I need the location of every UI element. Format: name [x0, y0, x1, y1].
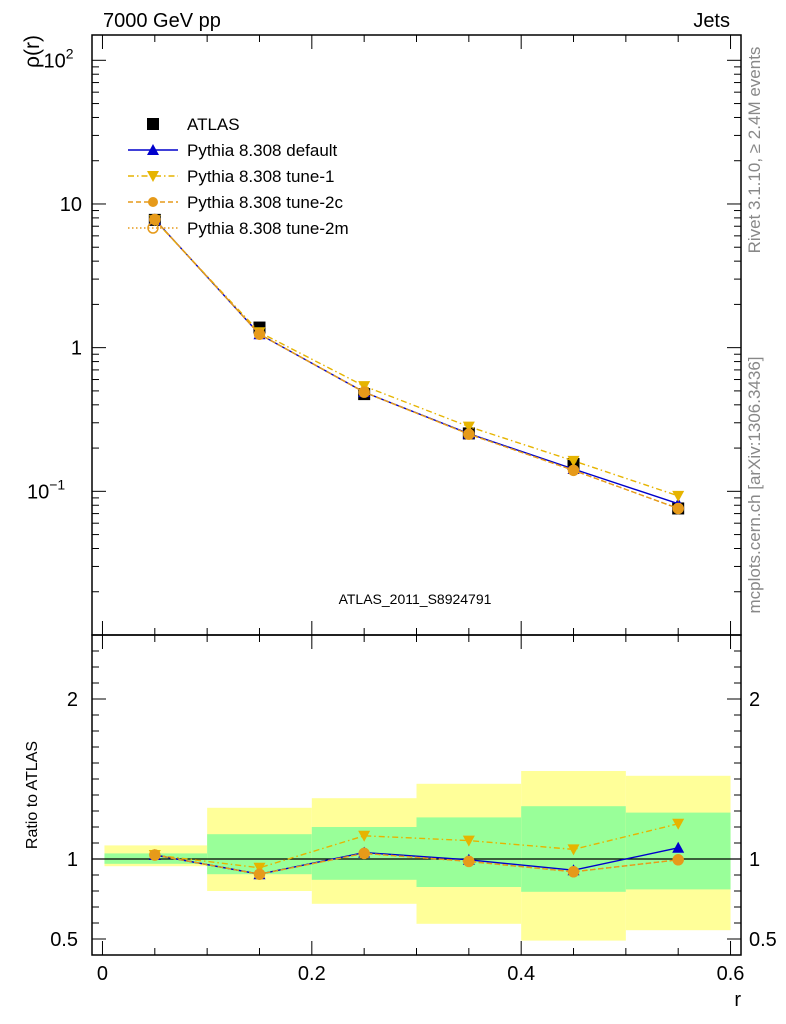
legend-marker — [147, 118, 159, 130]
data-point — [149, 213, 161, 226]
plot-title-left: 7000 GeV pp — [103, 10, 221, 32]
ratio-y-tick-label-right: 2 — [749, 689, 760, 711]
series-pythia-8-308-tune-2c — [149, 214, 684, 514]
data-point — [673, 503, 684, 514]
main-axis-ticks: 10−1 1 10 102 — [27, 35, 741, 636]
series-pythia-8-308-default — [148, 213, 685, 509]
legend-label: Pythia 8.308 tune-2m — [187, 219, 349, 238]
plot-title-right: Jets — [693, 10, 730, 32]
data-point — [672, 502, 684, 515]
series-line — [154, 219, 679, 510]
data-point — [253, 328, 266, 340]
legend-label: Pythia 8.308 default — [187, 141, 338, 160]
rivet-version-label: Rivet 3.1.10, ≥ 2.4M events — [745, 47, 764, 254]
data-point — [254, 329, 265, 340]
main-series-layer — [148, 213, 685, 515]
mcplots-reference-label: mcplots.cern.ch [arXiv:1306.3436] — [745, 356, 764, 613]
ratio-series-line — [154, 852, 679, 875]
data-point — [567, 464, 580, 477]
ratio-series-pythia-8-308-tune-2m — [149, 847, 684, 880]
legend-marker — [148, 197, 158, 207]
x-tick-label: 0.6 — [717, 963, 745, 985]
legend-item: Pythia 8.308 tune-2c — [128, 193, 343, 212]
uncertainty-band-inner — [416, 817, 522, 887]
ratio-y-tick-label-right: 0.5 — [749, 929, 777, 951]
ratio-data-point — [567, 866, 580, 878]
series-line — [154, 219, 679, 510]
ratio-data-point — [254, 869, 265, 880]
y-tick-label: 1 — [71, 338, 82, 360]
ratio-data-point — [358, 830, 371, 842]
legend-item: Pythia 8.308 tune-2m — [128, 219, 349, 238]
ratio-data-point — [672, 854, 684, 866]
data-point — [358, 386, 370, 398]
legend-item: ATLAS — [147, 115, 240, 134]
ratio-data-point — [672, 818, 685, 830]
legend-marker — [147, 171, 159, 182]
legend-label: ATLAS — [187, 115, 240, 134]
data-point — [672, 490, 685, 502]
ratio-data-point — [149, 849, 161, 861]
y-tick-label: 10 — [60, 194, 82, 216]
data-point — [463, 428, 475, 440]
ratio-data-point — [672, 841, 685, 853]
legend-item: Pythia 8.308 default — [128, 141, 338, 160]
ratio-data-point — [462, 835, 475, 847]
analysis-watermark: ATLAS_2011_S8924791 — [339, 591, 492, 607]
series-pythia-8-308-tune-1 — [148, 215, 685, 502]
x-axis-label: r — [734, 989, 741, 1011]
main-panel: 10−1 1 10 102 ATLAS_2011_S8924791 — [27, 34, 742, 636]
ratio-series-pythia-8-308-tune-1 — [148, 818, 685, 874]
x-tick-label: 0.2 — [298, 963, 326, 985]
ratio-axis-ticks: 0.5 0.5 1 1 2 2 0 0.2 0.4 0.6 — [50, 635, 777, 985]
ratio-y-tick-label: 0.5 — [50, 929, 78, 951]
data-point — [463, 429, 474, 440]
legend-marker — [147, 222, 159, 234]
ratio-y-axis-label: Ratio to ATLAS — [24, 741, 41, 849]
data-point — [359, 387, 370, 398]
data-point — [462, 421, 475, 433]
ratio-y-tick-label: 2 — [67, 689, 78, 711]
data-point — [567, 455, 580, 467]
legend-label: Pythia 8.308 tune-1 — [187, 167, 334, 186]
legend-item: Pythia 8.308 tune-1 — [128, 167, 334, 186]
x-tick-label: 0.4 — [507, 963, 535, 985]
legend-label: Pythia 8.308 tune-2c — [187, 193, 343, 212]
ratio-data-point — [568, 866, 579, 877]
ratio-data-point — [463, 856, 474, 867]
data-point — [568, 465, 579, 476]
y-tick-label: 102 — [44, 45, 74, 72]
ratio-data-point — [253, 862, 266, 874]
ratio-data-point — [567, 844, 580, 856]
ratio-y-tick-label-right: 1 — [749, 849, 760, 871]
series-line — [154, 219, 679, 497]
ratio-panel: 0.5 0.5 1 1 2 2 0 0.2 0.4 0.6 — [50, 634, 777, 985]
series-line — [154, 219, 679, 505]
series-pythia-8-308-tune-2m — [149, 213, 684, 515]
series-atlas — [148, 213, 685, 515]
ratio-data-point — [358, 847, 370, 860]
legend-marker — [147, 144, 159, 155]
main-y-axis-label: ρ(r) — [21, 35, 44, 68]
ratio-y-tick-label: 1 — [67, 849, 78, 871]
legend: ATLAS Pythia 8.308 default Pythia 8.308 tu… — [128, 115, 349, 238]
x-tick-label: 0 — [97, 963, 108, 985]
ratio-series-layer — [148, 818, 685, 880]
ratio-data-point — [253, 868, 266, 880]
ratio-data-point — [463, 855, 475, 868]
y-tick-label: 10−1 — [27, 476, 65, 503]
